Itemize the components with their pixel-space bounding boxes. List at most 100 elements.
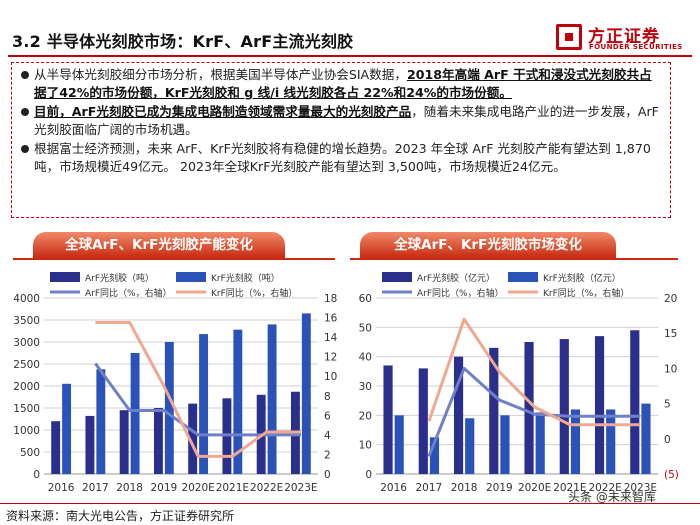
bullet-1-part-2: 2018年高端 ArF 干式和浸没式光刻胶共占据了42%的市场份额，KrF光刻胶… xyxy=(34,67,652,100)
capacity-chart-title: 全球ArF、KrF光刻胶产能变化 xyxy=(33,232,285,258)
y-right-tick-label: 5 xyxy=(664,399,671,411)
bar-krf xyxy=(62,383,72,474)
legend-label: ArF同比（%，右轴） xyxy=(85,287,172,299)
legend-label: KrF光刻胶（吨） xyxy=(211,272,280,284)
bar-krf xyxy=(199,334,209,474)
bar-arf xyxy=(85,415,95,474)
y-left-tick-label: 500 xyxy=(20,447,40,459)
x-tick-label: 2017 xyxy=(82,482,109,494)
bar-krf xyxy=(465,418,475,474)
x-tick-label: 2016 xyxy=(48,482,75,494)
legend-label: ArF光刻胶（亿元） xyxy=(417,272,495,284)
bullet-1-part-1: 从半导体光刻胶细分市场分析，根据美国半导体产业协会SIA数据， xyxy=(34,67,407,82)
y-right-tick-label: 18 xyxy=(324,293,337,305)
legend-label: ArF光刻胶（吨） xyxy=(85,272,154,284)
x-tick-label: 2021E xyxy=(216,482,249,494)
x-tick-label: 2019 xyxy=(151,482,178,494)
bar-krf xyxy=(96,369,106,474)
x-tick-label: 2018 xyxy=(451,482,478,494)
y-right-tick-label: 10 xyxy=(664,363,677,375)
founder-logo-icon xyxy=(556,24,582,50)
capacity-chart-title-underline xyxy=(13,258,335,260)
bar-krf xyxy=(233,329,243,474)
y-left-tick-label: 0 xyxy=(365,469,372,481)
capacity-chart: 0 500 1000 1500 2000 2500 3000 3500 4000 0 2 4 6 8 10 1… xyxy=(13,272,338,494)
bar-krf xyxy=(164,342,174,474)
y-right-tick-label: 10 xyxy=(324,371,337,383)
legend-swatch-krf-bar xyxy=(176,272,206,282)
x-tick-label: 2018 xyxy=(116,482,143,494)
y-left-tick-label: 30 xyxy=(359,381,372,393)
bar-arf xyxy=(489,347,499,474)
x-tick-label: 2023E xyxy=(284,482,317,494)
founder-logo: 方正证券 FOUNDER SECURITIES xyxy=(556,22,696,54)
y-right-tick-label: 16 xyxy=(324,313,338,325)
bar-krf xyxy=(267,324,277,474)
logo-name-cn: 方正证券 xyxy=(588,27,660,47)
y-left-tick-label: 20 xyxy=(359,410,372,422)
bar-arf xyxy=(383,365,393,474)
slide-header: 3.2 半导体光刻胶市场：KrF、ArF主流光刻胶 方正证券 FOUNDER S… xyxy=(0,0,700,58)
x-tick-label: 2017 xyxy=(416,482,443,494)
x-tick-label: 2020E xyxy=(518,482,551,494)
legend-label: KrF同比（%，右轴） xyxy=(211,287,297,299)
bar-krf xyxy=(641,403,651,474)
legend-label: KrF光刻胶（亿元） xyxy=(543,272,621,284)
y-right-tick-label: 4 xyxy=(324,430,331,442)
market-chart: 0 10 20 30 40 50 60 (5) 0 5 10 15 20 2016 2017 2018 2019… xyxy=(359,272,679,494)
bar-arf xyxy=(594,336,605,474)
y-right-tick-label: 0 xyxy=(664,434,671,446)
y-left-tick-label: 2000 xyxy=(13,381,40,393)
y-right-tick-label: 0 xyxy=(324,469,331,481)
footer-divider xyxy=(0,503,700,504)
x-tick-label: 2019 xyxy=(486,482,513,494)
y-right-tick-label: 20 xyxy=(664,293,677,305)
y-left-tick-label: 50 xyxy=(359,322,372,334)
bar-arf xyxy=(559,339,569,474)
bullet-points-box: 从半导体光刻胶细分市场分析，根据美国半导体产业协会SIA数据，2018年高端 A… xyxy=(11,62,671,218)
bullet-1: 从半导体光刻胶细分市场分析，根据美国半导体产业协会SIA数据，2018年高端 A… xyxy=(20,66,664,102)
source-note: 资料来源：南大光电公告，方正证券研究所 xyxy=(6,509,235,523)
y-right-tick-label: 15 xyxy=(664,328,677,340)
bar-krf xyxy=(535,412,545,474)
market-chart-title: 全球ArF、KrF光刻胶市场变化 xyxy=(360,232,616,258)
bar-krf xyxy=(130,353,140,474)
bar-krf xyxy=(394,415,404,474)
bullet-2-part-1: 目前，ArF光刻胶已成为集成电路制造领域需求量最大的光刻胶产品 xyxy=(34,104,412,119)
bar-arf xyxy=(119,410,129,474)
bar-arf xyxy=(153,408,163,474)
bar-krf xyxy=(570,409,581,474)
legend-label: KrF同比（%，右轴） xyxy=(543,287,629,299)
y-right-tick-label: 8 xyxy=(324,391,331,403)
bar-krf xyxy=(606,409,616,474)
y-left-tick-label: 0 xyxy=(33,469,40,481)
x-tick-label: 2022E xyxy=(588,482,621,494)
bullet-3: 根据富士经济预测，未来 ArF、KrF光刻胶将有稳健的增长趋势。2023 年全球… xyxy=(20,140,664,176)
y-left-tick-label: 1500 xyxy=(13,403,40,415)
bar-arf xyxy=(524,342,534,474)
bar-arf xyxy=(418,368,428,474)
y-left-tick-label: 3500 xyxy=(13,315,40,327)
y-left-tick-label: 3000 xyxy=(13,337,40,349)
logo-name-en: FOUNDER SECURITIES xyxy=(589,43,683,51)
bullet-2-part-2: ，随着未来集成电路产业的进一步发展，ArF光刻胶面临广阔的市场机遇。 xyxy=(34,104,659,137)
x-tick-label: 2021E xyxy=(553,482,586,494)
y-left-tick-label: 40 xyxy=(359,352,372,364)
y-left-tick-label: 60 xyxy=(359,293,372,305)
bullet-2: 目前，ArF光刻胶已成为集成电路制造领域需求量最大的光刻胶产品，随着未来集成电路… xyxy=(20,103,664,139)
x-tick-label: 2023E xyxy=(624,482,657,494)
y-right-tick-label: 2 xyxy=(324,449,331,461)
page-title: 3.2 半导体光刻胶市场：KrF、ArF主流光刻胶 xyxy=(12,32,354,51)
bar-arf xyxy=(51,421,61,474)
legend-swatch-krf-bar xyxy=(508,272,538,282)
watermark: 头条 @未来智库 xyxy=(568,490,656,504)
y-left-tick-label: 2500 xyxy=(13,359,40,371)
x-tick-label: 2022E xyxy=(250,482,283,494)
bar-arf xyxy=(188,403,198,474)
header-divider xyxy=(8,55,692,57)
market-chart-title-underline xyxy=(350,258,678,260)
bar-arf xyxy=(630,330,640,474)
bar-arf xyxy=(453,356,464,474)
legend-swatch-arf-bar xyxy=(50,272,80,282)
y-right-tick-label: 12 xyxy=(324,352,337,364)
